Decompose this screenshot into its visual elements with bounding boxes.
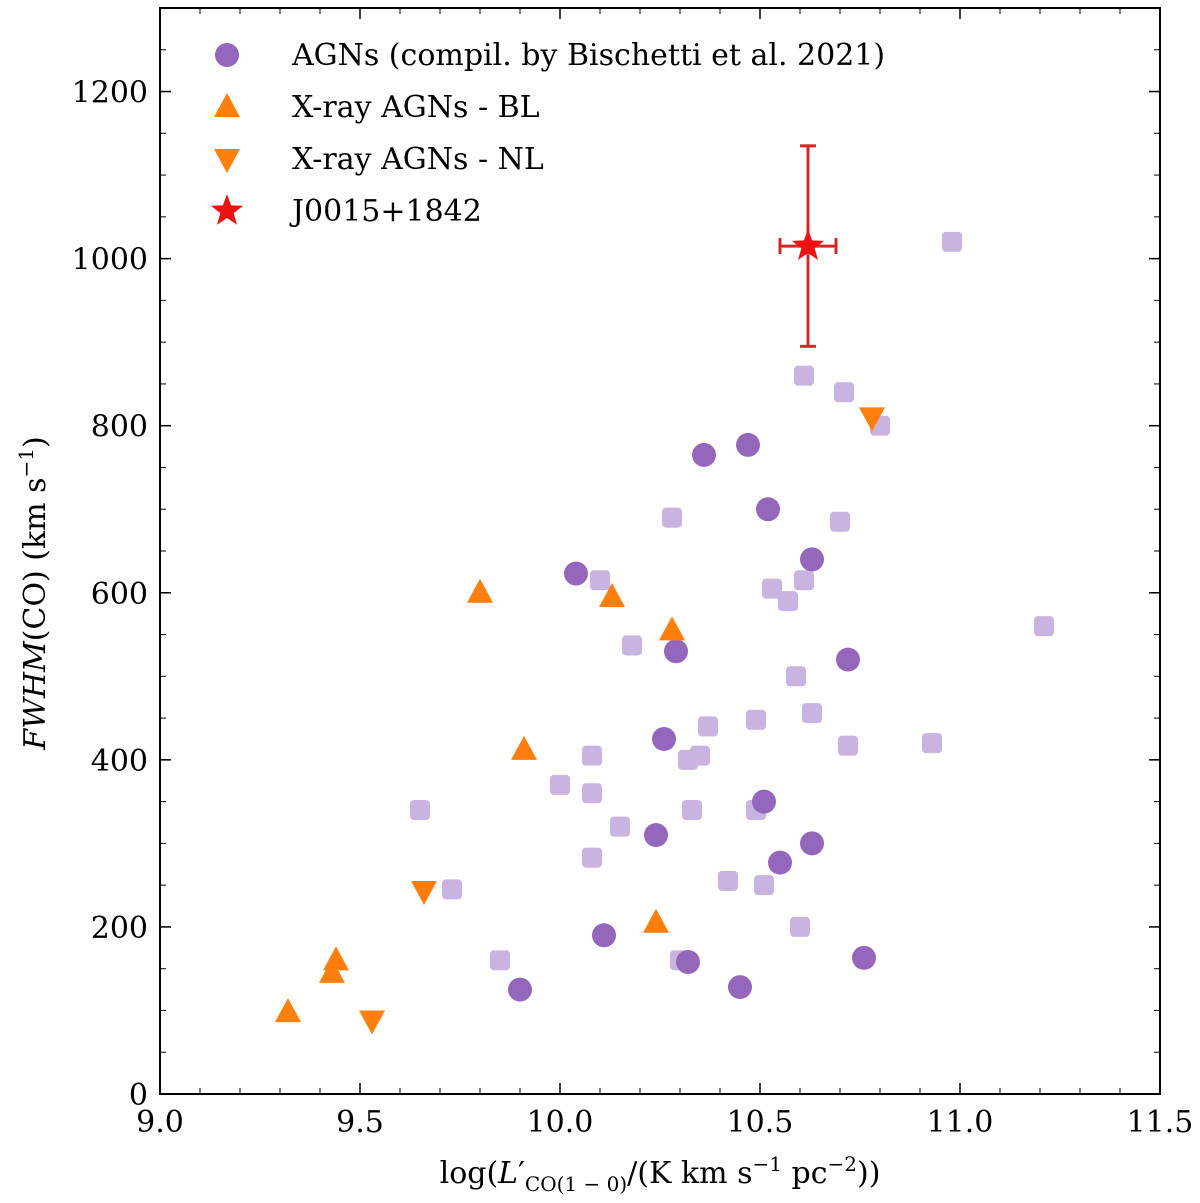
- y-axis-label: FWHM(CO) (km s−1): [14, 436, 53, 751]
- data-points: [275, 144, 1054, 1035]
- data-point-circle: [508, 977, 532, 1002]
- data-point-square: [550, 774, 570, 795]
- data-point-triangle-up: [511, 735, 537, 760]
- series-star: [778, 144, 838, 348]
- series-triangle-down: [359, 407, 885, 1035]
- data-point-circle: [756, 497, 780, 522]
- data-point-square: [922, 733, 942, 754]
- series-triangle-up: [275, 578, 685, 1023]
- x-tick-label: 10.5: [727, 1105, 794, 1140]
- data-point-triangle-up: [323, 946, 349, 971]
- data-point-square: [718, 870, 738, 891]
- data-point-square: [802, 703, 822, 724]
- data-point-triangle-up: [319, 958, 345, 983]
- data-point-square: [442, 879, 462, 900]
- data-point-circle: [852, 945, 876, 970]
- data-point-circle: [564, 561, 588, 586]
- legend-marker-triangle-down: [214, 149, 240, 173]
- data-point-triangle-down: [411, 881, 437, 906]
- data-point-triangle-down: [859, 407, 885, 432]
- x-tick-label: 11.0: [927, 1105, 994, 1140]
- data-point-square: [662, 507, 682, 528]
- y-tick-label: 1200: [72, 76, 148, 111]
- data-point-square: [762, 578, 782, 599]
- series-circle: [508, 432, 876, 1002]
- data-point-square: [794, 570, 814, 591]
- data-point-triangle-up: [275, 998, 301, 1023]
- data-point-square: [834, 382, 854, 403]
- y-tick-label: 200: [91, 911, 148, 946]
- data-point-square: [786, 666, 806, 687]
- y-tick-label: 1000: [72, 243, 148, 278]
- data-point-triangle-up: [643, 908, 669, 933]
- legend-label: X-ray AGNs - NL: [292, 142, 544, 177]
- data-point-square: [778, 591, 798, 612]
- data-point-circle: [728, 975, 752, 1000]
- data-point-circle: [676, 950, 700, 975]
- y-tick-label: 600: [91, 577, 148, 612]
- data-point-square: [582, 783, 602, 804]
- legend-marker-circle: [215, 43, 239, 67]
- y-tick-label: 400: [91, 744, 148, 779]
- legend-label: X-ray AGNs - BL: [292, 90, 540, 125]
- data-point-square: [794, 365, 814, 386]
- data-point-triangle-up: [659, 616, 685, 641]
- data-point-square: [610, 816, 630, 837]
- legend-item: X-ray AGNs - NL: [214, 142, 544, 177]
- legend-label: J0015+1842: [289, 194, 482, 229]
- data-point-square: [582, 847, 602, 868]
- y-tick-label: 0: [129, 1078, 148, 1113]
- x-tick-label: 9.5: [336, 1105, 384, 1140]
- legend-item: X-ray AGNs - BL: [214, 90, 540, 125]
- data-point-square: [582, 745, 602, 766]
- data-point-square: [410, 799, 430, 820]
- data-point-square: [590, 570, 610, 591]
- x-tick-label: 11.5: [1127, 1105, 1194, 1140]
- legend-item: AGNs (compil. by Bischetti et al. 2021): [215, 38, 885, 73]
- x-tick-label: 10.0: [527, 1105, 594, 1140]
- data-point-square: [942, 231, 962, 252]
- data-point-circle: [644, 823, 668, 848]
- data-point-square: [790, 916, 810, 937]
- data-point-circle: [836, 647, 860, 672]
- legend-marker-triangle-up: [214, 93, 240, 117]
- data-point-square: [838, 735, 858, 756]
- data-point-circle: [736, 432, 760, 457]
- data-point-square: [622, 635, 642, 656]
- data-point-triangle-down: [359, 1010, 385, 1035]
- data-point-circle: [592, 923, 616, 948]
- data-point-circle: [800, 547, 824, 572]
- data-point-star: [791, 229, 825, 260]
- data-point-square: [690, 745, 710, 766]
- y-tick-label: 800: [91, 410, 148, 445]
- x-tick-label: 9.0: [136, 1105, 184, 1140]
- legend-marker-star: [210, 194, 244, 225]
- data-point-circle: [692, 442, 716, 467]
- data-point-circle: [752, 789, 776, 814]
- series-square: [410, 231, 1054, 971]
- data-point-square: [490, 950, 510, 971]
- data-point-square: [1034, 616, 1054, 637]
- legend-label: AGNs (compil. by Bischetti et al. 2021): [291, 38, 885, 73]
- data-point-circle: [768, 850, 792, 875]
- data-point-circle: [652, 726, 676, 751]
- legend-item: J0015+1842: [210, 194, 482, 229]
- x-axis-label: log(L′CO(1 − 0)/(K km s−1 pc−2)): [440, 1152, 881, 1196]
- data-point-circle: [664, 639, 688, 664]
- data-point-triangle-up: [599, 582, 625, 607]
- axis-ticks: 9.0 9.5 10.0 10.5 11.0 11.5 0 200 400 600 800 1000 1…: [72, 7, 1194, 1140]
- data-point-square: [830, 511, 850, 532]
- data-point-square: [698, 716, 718, 737]
- data-point-square: [682, 799, 702, 820]
- data-point-square: [754, 875, 774, 896]
- data-point-circle: [800, 831, 824, 856]
- data-point-square: [746, 709, 766, 730]
- legend: AGNs (compil. by Bischetti et al. 2021) X…: [210, 38, 885, 229]
- data-point-triangle-up: [467, 578, 493, 603]
- axis-labels: log(L′CO(1 − 0)/(K km s−1 pc−2)) FWHM(CO…: [14, 436, 880, 1196]
